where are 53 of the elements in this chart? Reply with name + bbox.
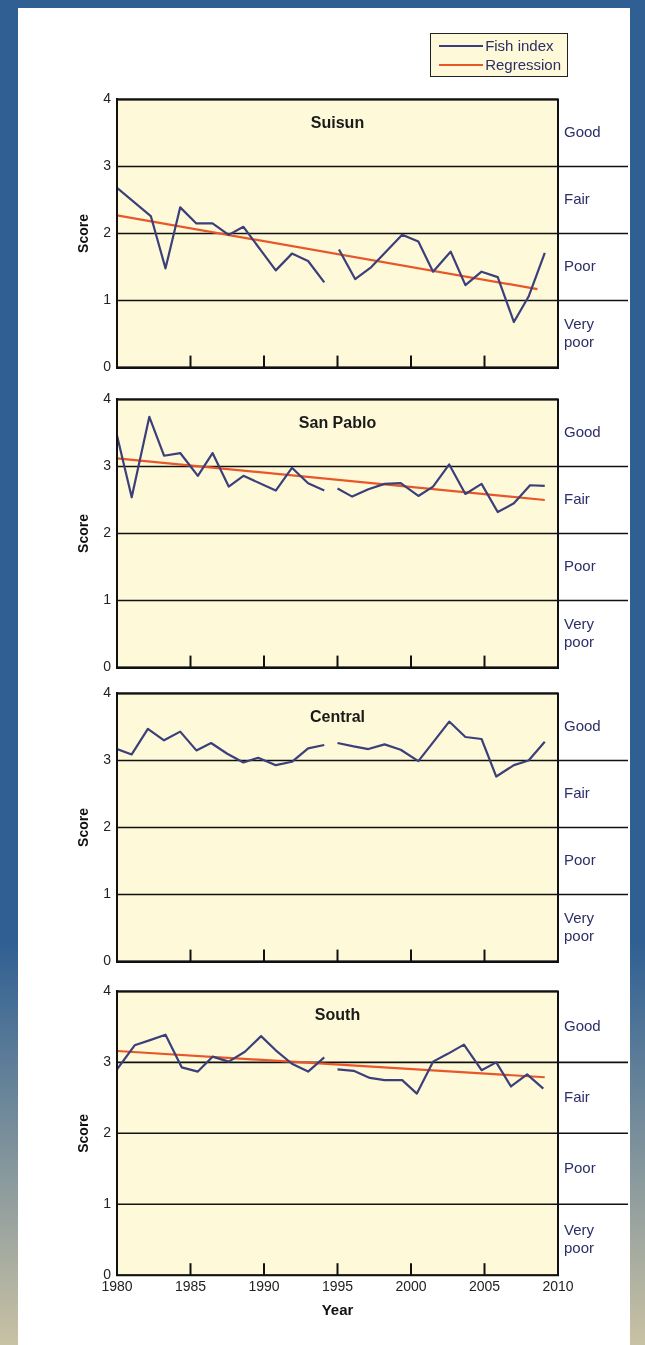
legend-label: Fish index xyxy=(485,36,554,55)
y-tick-label: 2 xyxy=(103,224,112,241)
y-tick-label: 1 xyxy=(103,591,112,608)
text: Good xyxy=(564,423,601,441)
text: Very poor xyxy=(564,615,595,651)
y-tick-label: 3 xyxy=(103,751,112,768)
y-tick-label: 2 xyxy=(103,1124,112,1141)
x-tick-label: 2005 xyxy=(468,1278,501,1295)
y-tick-label: 2 xyxy=(103,524,112,541)
text: Good xyxy=(564,1017,601,1035)
text: San Pablo xyxy=(298,413,377,431)
x-tick-label: 1990 xyxy=(248,1278,280,1295)
y-tick-label: 4 xyxy=(103,982,112,999)
y-axis-title: Score xyxy=(75,513,92,553)
y-tick-label: 1 xyxy=(103,1195,112,1212)
y-axis-title: Score xyxy=(75,1113,92,1153)
y-tick-label: 0 xyxy=(103,658,112,675)
legend-label: Regression xyxy=(485,55,561,74)
text: Central xyxy=(309,707,366,725)
text: Suisun xyxy=(310,113,365,131)
y-tick-label: 3 xyxy=(103,457,112,474)
x-axis-title: Year xyxy=(321,1301,354,1319)
text: Fair xyxy=(564,784,590,802)
text: Poor xyxy=(564,257,596,275)
text: Fair xyxy=(564,490,590,508)
text: Poor xyxy=(564,557,596,575)
y-tick-label: 0 xyxy=(103,952,112,969)
text: Very poor xyxy=(564,315,595,351)
y-tick-label: 4 xyxy=(103,90,112,107)
x-tick-label: 1980 xyxy=(101,1278,133,1295)
y-axis-title: Score xyxy=(75,807,92,847)
x-tick-label: 1995 xyxy=(321,1278,354,1295)
y-tick-label: 2 xyxy=(103,818,112,835)
y-tick-label: 0 xyxy=(103,358,112,375)
y-tick-label: 4 xyxy=(103,390,112,407)
text: Poor xyxy=(564,1158,596,1176)
text: Very poor xyxy=(564,1220,595,1256)
text: Fair xyxy=(564,190,590,208)
text: Good xyxy=(564,717,601,735)
y-tick-label: 1 xyxy=(103,885,112,902)
y-tick-label: 3 xyxy=(103,1053,112,1070)
text: Very poor xyxy=(564,909,595,945)
x-tick-label: 2000 xyxy=(395,1278,427,1295)
x-tick-label: 1985 xyxy=(174,1278,207,1295)
y-tick-label: 3 xyxy=(103,157,112,174)
text: South xyxy=(314,1005,361,1023)
text: Poor xyxy=(564,851,596,869)
text: Fair xyxy=(564,1087,590,1105)
y-axis-title: Score xyxy=(75,213,92,253)
text: Good xyxy=(564,123,601,141)
x-tick-label: 2010 xyxy=(542,1278,574,1295)
y-tick-label: 4 xyxy=(103,684,112,701)
y-tick-label: 1 xyxy=(103,291,112,308)
